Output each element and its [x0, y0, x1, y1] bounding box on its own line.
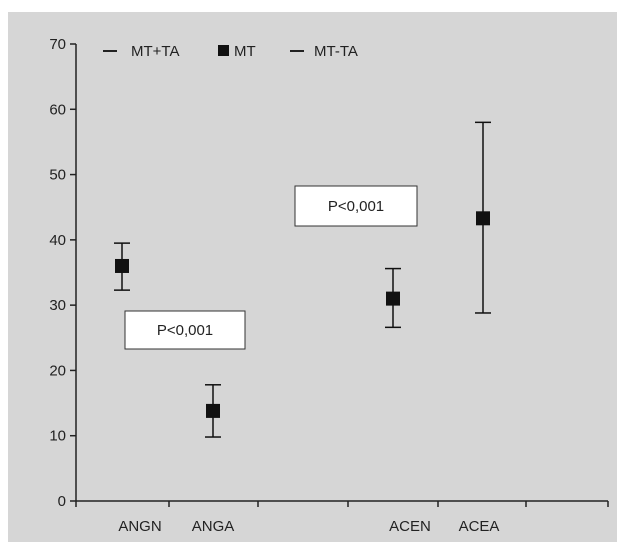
x-tick-label: ANGN: [118, 518, 161, 535]
y-tick-label: 20: [49, 362, 66, 379]
y-tick-label: 40: [49, 232, 66, 249]
legend-label: MT: [234, 43, 256, 60]
y-tick-label: 60: [49, 101, 66, 118]
annotation-box: [294, 185, 418, 227]
chart-panel: 0 10 20 30 40 50 60 70 ANGN ANGA ACEN ACEA MT+TA MT MT…: [8, 12, 617, 542]
y-tick-label: 0: [58, 493, 66, 510]
legend-label: MT-TA: [314, 43, 358, 60]
y-tick-label: 70: [49, 36, 66, 53]
y-tick-label: 30: [49, 297, 66, 314]
x-tick-label: ANGA: [192, 518, 235, 535]
annotation-text: P<0,001: [328, 198, 384, 215]
data-point: [386, 291, 400, 306]
x-tick-label: ACEA: [459, 518, 500, 535]
annotation-text: P<0,001: [157, 322, 213, 339]
legend-label: MT+TA: [131, 43, 179, 60]
chart-svg: 0 10 20 30 40 50 60 70 ANGN ANGA ACEN ACEA MT+TA MT MT…: [49, 36, 609, 535]
data-point: [476, 211, 490, 226]
x-tick-label: ACEN: [389, 518, 431, 535]
data-point: [206, 403, 220, 418]
annotation-box: [124, 310, 246, 350]
y-tick-label: 50: [49, 167, 66, 184]
data-point: [115, 258, 129, 273]
y-tick-label: 10: [49, 428, 66, 445]
legend-marker: [218, 45, 229, 56]
